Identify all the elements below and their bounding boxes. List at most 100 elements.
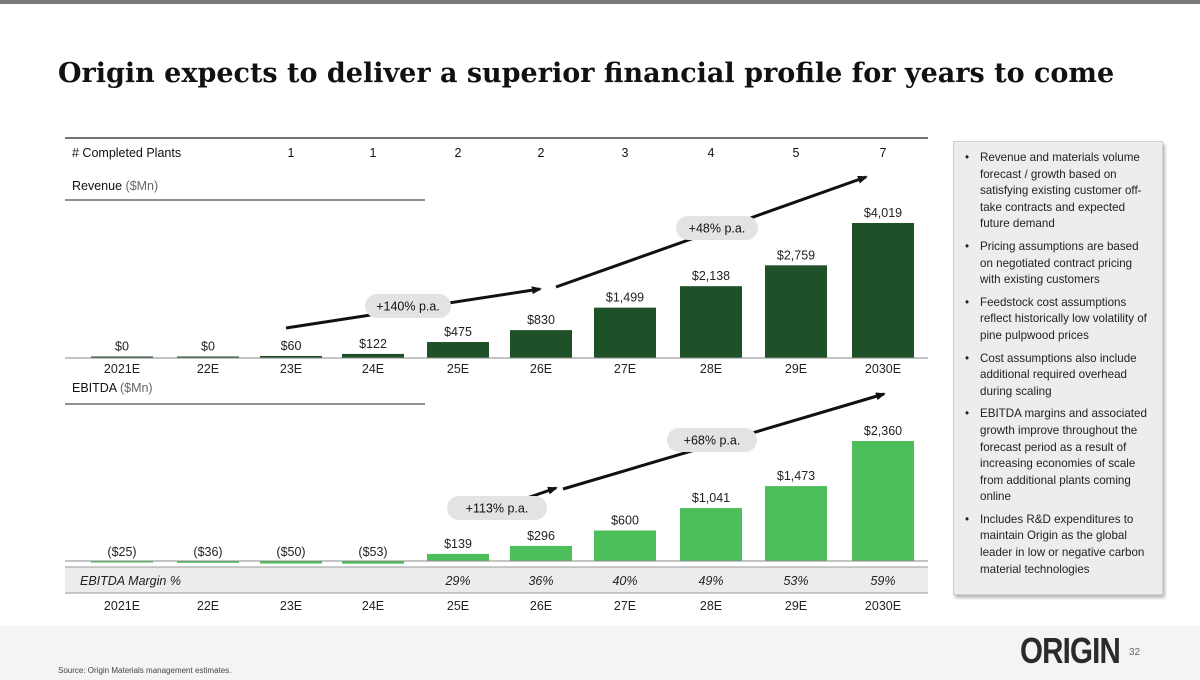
ebitda-bar: [342, 561, 404, 564]
ebitda-category-label: 22E: [197, 599, 219, 613]
plant-count-label: 4: [708, 146, 715, 160]
margin-value-label: 29%: [444, 574, 470, 588]
ebitda-category-label: 25E: [447, 599, 469, 613]
bullet-item: EBITDA margins and associated growth imp…: [965, 406, 1152, 506]
margin-value-label: 53%: [783, 574, 808, 588]
revenue-bar: [342, 353, 404, 358]
ebitda-category-label: 28E: [700, 599, 722, 613]
bullet-item: Feedstock cost assumptions reflect histo…: [965, 295, 1152, 345]
revenue-bar: [765, 265, 827, 358]
ebitda-title: EBITDA ($Mn): [72, 381, 153, 395]
bullet-item: Revenue and materials volume forecast / …: [965, 150, 1152, 233]
revenue-category-label: 26E: [530, 362, 552, 376]
ebitda-bar: [594, 530, 656, 561]
ebitda-value-label: ($50): [276, 545, 305, 559]
revenue-value-label: $2,138: [692, 269, 730, 283]
revenue-category-label: 27E: [614, 362, 636, 376]
ebitda-category-label: 23E: [280, 599, 302, 613]
ebitda-value-label: $600: [611, 513, 639, 527]
revenue-value-label: $830: [527, 313, 555, 327]
ebitda-category-label: 27E: [614, 599, 636, 613]
revenue-category-label: 2030E: [865, 362, 901, 376]
revenue-value-label: $60: [281, 339, 302, 353]
revenue-growth-label: +140% p.a.: [376, 300, 440, 314]
plant-count-label: 2: [538, 146, 545, 160]
ebitda-growth-pill: [447, 496, 547, 520]
ebitda-value-label: ($25): [107, 545, 136, 559]
plant-count-label: 1: [288, 146, 295, 160]
ebitda-bar: [177, 561, 239, 563]
ebitda-growth-label: +68% p.a.: [684, 434, 741, 448]
ebitda-category-label: 26E: [530, 599, 552, 613]
margin-value-label: 40%: [612, 574, 637, 588]
ebitda-value-label: ($36): [193, 545, 222, 559]
ebitda-bar: [510, 545, 572, 561]
ebitda-bar: [680, 508, 742, 561]
revenue-value-label: $122: [359, 337, 387, 351]
origin-logo: ORIGIN: [1020, 630, 1121, 671]
ebitda-value-label: $139: [444, 537, 472, 551]
revenue-bar: [260, 355, 322, 358]
revenue-value-label: $4,019: [864, 206, 902, 220]
revenue-value-label: $475: [444, 325, 472, 339]
revenue-bar: [427, 342, 489, 358]
bullet-item: Cost assumptions also include additional…: [965, 351, 1152, 401]
revenue-growth-pill: [676, 216, 758, 240]
revenue-category-label: 23E: [280, 362, 302, 376]
revenue-bar: [680, 286, 742, 358]
ebitda-growth-label: +113% p.a.: [466, 502, 529, 516]
page-number: 32: [1129, 647, 1141, 658]
table-lines: [65, 137, 928, 594]
plant-count-label: 5: [793, 146, 800, 160]
revenue-value-label: $0: [115, 340, 129, 354]
plant-count-label: 1: [370, 146, 377, 160]
margin-value-label: 49%: [698, 574, 723, 588]
ebitda-category-label: 29E: [785, 599, 807, 613]
revenue-value-label: $2,759: [777, 248, 815, 262]
ebitda-bar: [765, 486, 827, 561]
revenue-bar: [177, 356, 239, 358]
assumptions-panel: Revenue and materials volume forecast / …: [953, 141, 1163, 595]
revenue-category-label: 25E: [447, 362, 469, 376]
ebitda-value-label: ($53): [358, 545, 387, 559]
footer-band: [0, 626, 1200, 680]
margin-value-label: 36%: [528, 574, 553, 588]
ebitda-category-label: 2030E: [865, 599, 901, 613]
margin-header: EBITDA Margin %: [80, 574, 181, 588]
margin-value-label: 59%: [870, 574, 895, 588]
revenue-value-label: $1,499: [606, 291, 644, 305]
ebitda-value-label: $1,473: [777, 469, 815, 483]
ebitda-category-label: 2021E: [104, 599, 140, 613]
revenue-bar: [91, 356, 153, 358]
revenue-category-label: 22E: [197, 362, 219, 376]
ebitda-value-label: $296: [527, 529, 555, 543]
revenue-category-label: 2021E: [104, 362, 140, 376]
ebitda-growth-pill: [667, 428, 757, 452]
ebitda-bar: [260, 561, 322, 564]
ebitda-value-label: $2,360: [864, 424, 902, 438]
revenue-bar: [594, 307, 656, 358]
ebitda-value-label: $1,041: [692, 491, 730, 505]
revenue-growth-pill: [365, 294, 451, 318]
source-note: Source: Origin Materials management esti…: [58, 666, 232, 675]
plant-count-label: 3: [622, 146, 629, 160]
ebitda-bar: [427, 553, 489, 561]
revenue-category-label: 24E: [362, 362, 384, 376]
plant-count-label: 7: [880, 146, 887, 160]
plant-count-label: 2: [455, 146, 462, 160]
ebitda-bar: [91, 561, 153, 563]
bullet-item: Includes R&D expenditures to maintain Or…: [965, 512, 1152, 578]
revenue-bar: [510, 330, 572, 358]
revenue-category-label: 28E: [700, 362, 722, 376]
page-title: Origin expects to deliver a superior fin…: [58, 58, 1115, 89]
ebitda-bar: [852, 441, 914, 561]
revenue-title: Revenue ($Mn): [72, 179, 158, 193]
ebitda-category-label: 24E: [362, 599, 384, 613]
top-border: [0, 0, 1200, 4]
plants-header: # Completed Plants: [72, 146, 181, 160]
revenue-category-label: 29E: [785, 362, 807, 376]
revenue-bar: [852, 223, 914, 358]
bullet-item: Pricing assumptions are based on negotia…: [965, 239, 1152, 289]
revenue-value-label: $0: [201, 340, 215, 354]
